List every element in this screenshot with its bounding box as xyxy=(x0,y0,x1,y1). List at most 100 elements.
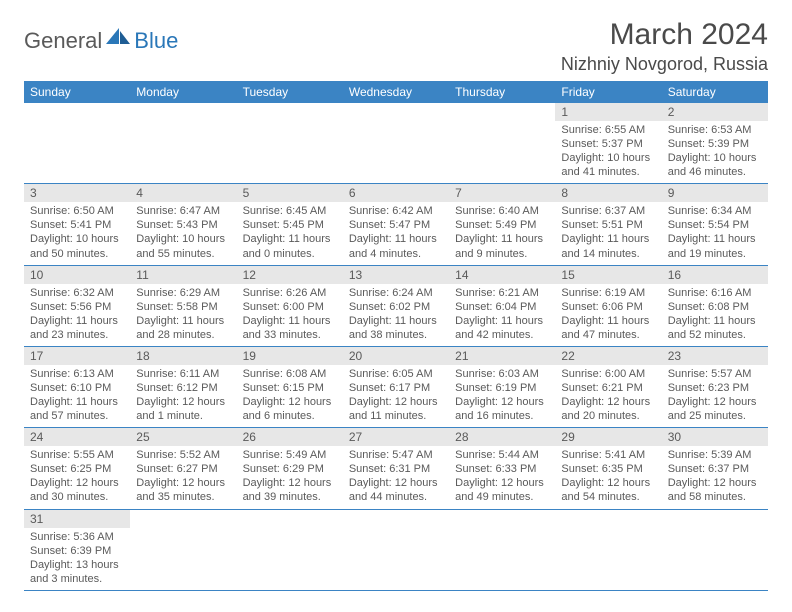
logo: General Blue xyxy=(24,26,178,55)
calendar-cell: 28Sunrise: 5:44 AMSunset: 6:33 PMDayligh… xyxy=(449,428,555,508)
detail-line: Daylight: 11 hours xyxy=(455,314,549,328)
detail-line: Sunrise: 6:45 AM xyxy=(243,204,337,218)
calendar-cell: 7Sunrise: 6:40 AMSunset: 5:49 PMDaylight… xyxy=(449,184,555,264)
detail-line: Sunrise: 6:42 AM xyxy=(349,204,443,218)
calendar-cell xyxy=(130,510,236,590)
calendar-cell xyxy=(449,103,555,183)
detail-line: and 25 minutes. xyxy=(668,409,762,423)
detail-line: Sunrise: 6:47 AM xyxy=(136,204,230,218)
detail-line: Sunrise: 5:47 AM xyxy=(349,448,443,462)
calendar-cell: 22Sunrise: 6:00 AMSunset: 6:21 PMDayligh… xyxy=(555,347,661,427)
day-details: Sunrise: 6:47 AMSunset: 5:43 PMDaylight:… xyxy=(130,202,236,264)
day-details: Sunrise: 6:19 AMSunset: 6:06 PMDaylight:… xyxy=(555,284,661,346)
detail-line: and 9 minutes. xyxy=(455,247,549,261)
page-title: March 2024 xyxy=(561,18,768,52)
day-number: 10 xyxy=(24,266,130,284)
day-number: 22 xyxy=(555,347,661,365)
calendar-cell: 11Sunrise: 6:29 AMSunset: 5:58 PMDayligh… xyxy=(130,266,236,346)
day-details: Sunrise: 6:08 AMSunset: 6:15 PMDaylight:… xyxy=(237,365,343,427)
detail-line: Daylight: 11 hours xyxy=(136,314,230,328)
day-details: Sunrise: 6:29 AMSunset: 5:58 PMDaylight:… xyxy=(130,284,236,346)
detail-line: Daylight: 12 hours xyxy=(243,395,337,409)
detail-line: Sunset: 5:47 PM xyxy=(349,218,443,232)
detail-line: Sunset: 6:31 PM xyxy=(349,462,443,476)
day-details: Sunrise: 6:03 AMSunset: 6:19 PMDaylight:… xyxy=(449,365,555,427)
day-header: Friday xyxy=(555,81,661,103)
calendar-cell: 16Sunrise: 6:16 AMSunset: 6:08 PMDayligh… xyxy=(662,266,768,346)
calendar-week: 17Sunrise: 6:13 AMSunset: 6:10 PMDayligh… xyxy=(24,347,768,428)
detail-line: and 54 minutes. xyxy=(561,490,655,504)
logo-sail-icon xyxy=(106,26,132,51)
calendar-cell: 19Sunrise: 6:08 AMSunset: 6:15 PMDayligh… xyxy=(237,347,343,427)
calendar-cell: 4Sunrise: 6:47 AMSunset: 5:43 PMDaylight… xyxy=(130,184,236,264)
day-details: Sunrise: 5:52 AMSunset: 6:27 PMDaylight:… xyxy=(130,446,236,508)
detail-line: Daylight: 10 hours xyxy=(136,232,230,246)
detail-line: Sunrise: 6:32 AM xyxy=(30,286,124,300)
detail-line: and 1 minute. xyxy=(136,409,230,423)
day-number: 2 xyxy=(662,103,768,121)
calendar-cell: 14Sunrise: 6:21 AMSunset: 6:04 PMDayligh… xyxy=(449,266,555,346)
detail-line: Sunrise: 6:21 AM xyxy=(455,286,549,300)
day-number: 5 xyxy=(237,184,343,202)
day-number: 11 xyxy=(130,266,236,284)
day-header: Wednesday xyxy=(343,81,449,103)
detail-line: and 4 minutes. xyxy=(349,247,443,261)
day-number: 6 xyxy=(343,184,449,202)
day-details: Sunrise: 6:26 AMSunset: 6:00 PMDaylight:… xyxy=(237,284,343,346)
day-header: Monday xyxy=(130,81,236,103)
day-details: Sunrise: 5:49 AMSunset: 6:29 PMDaylight:… xyxy=(237,446,343,508)
day-details: Sunrise: 6:32 AMSunset: 5:56 PMDaylight:… xyxy=(24,284,130,346)
detail-line: Sunrise: 6:24 AM xyxy=(349,286,443,300)
day-header: Thursday xyxy=(449,81,555,103)
calendar-cell: 15Sunrise: 6:19 AMSunset: 6:06 PMDayligh… xyxy=(555,266,661,346)
detail-line: Sunrise: 5:44 AM xyxy=(455,448,549,462)
detail-line: and 0 minutes. xyxy=(243,247,337,261)
calendar: SundayMondayTuesdayWednesdayThursdayFrid… xyxy=(24,81,768,591)
detail-line: Sunset: 6:17 PM xyxy=(349,381,443,395)
day-number: 26 xyxy=(237,428,343,446)
day-details: Sunrise: 6:24 AMSunset: 6:02 PMDaylight:… xyxy=(343,284,449,346)
day-number: 27 xyxy=(343,428,449,446)
calendar-week: 1Sunrise: 6:55 AMSunset: 5:37 PMDaylight… xyxy=(24,103,768,184)
calendar-cell: 10Sunrise: 6:32 AMSunset: 5:56 PMDayligh… xyxy=(24,266,130,346)
calendar-cell: 23Sunrise: 5:57 AMSunset: 6:23 PMDayligh… xyxy=(662,347,768,427)
day-details: Sunrise: 5:44 AMSunset: 6:33 PMDaylight:… xyxy=(449,446,555,508)
detail-line: Daylight: 11 hours xyxy=(349,232,443,246)
detail-line: Sunrise: 6:16 AM xyxy=(668,286,762,300)
detail-line: Sunset: 6:37 PM xyxy=(668,462,762,476)
day-details: Sunrise: 6:53 AMSunset: 5:39 PMDaylight:… xyxy=(662,121,768,183)
detail-line: Sunset: 5:43 PM xyxy=(136,218,230,232)
detail-line: and 49 minutes. xyxy=(455,490,549,504)
day-number: 12 xyxy=(237,266,343,284)
day-number: 23 xyxy=(662,347,768,365)
calendar-cell: 8Sunrise: 6:37 AMSunset: 5:51 PMDaylight… xyxy=(555,184,661,264)
day-number: 17 xyxy=(24,347,130,365)
detail-line: Daylight: 12 hours xyxy=(136,395,230,409)
detail-line: and 39 minutes. xyxy=(243,490,337,504)
detail-line: Sunset: 5:51 PM xyxy=(561,218,655,232)
detail-line: Sunset: 6:00 PM xyxy=(243,300,337,314)
day-number: 21 xyxy=(449,347,555,365)
day-details: Sunrise: 6:13 AMSunset: 6:10 PMDaylight:… xyxy=(24,365,130,427)
detail-line: and 14 minutes. xyxy=(561,247,655,261)
day-header: Saturday xyxy=(662,81,768,103)
calendar-cell: 21Sunrise: 6:03 AMSunset: 6:19 PMDayligh… xyxy=(449,347,555,427)
detail-line: Sunset: 6:19 PM xyxy=(455,381,549,395)
detail-line: Daylight: 12 hours xyxy=(668,476,762,490)
day-number: 4 xyxy=(130,184,236,202)
detail-line: Sunset: 6:27 PM xyxy=(136,462,230,476)
detail-line: and 23 minutes. xyxy=(30,328,124,342)
calendar-week: 10Sunrise: 6:32 AMSunset: 5:56 PMDayligh… xyxy=(24,266,768,347)
title-block: March 2024 Nizhniy Novgorod, Russia xyxy=(561,18,768,75)
detail-line: Daylight: 11 hours xyxy=(30,314,124,328)
detail-line: Daylight: 12 hours xyxy=(30,476,124,490)
calendar-cell xyxy=(449,510,555,590)
detail-line: Sunrise: 6:34 AM xyxy=(668,204,762,218)
calendar-week: 24Sunrise: 5:55 AMSunset: 6:25 PMDayligh… xyxy=(24,428,768,509)
calendar-cell: 9Sunrise: 6:34 AMSunset: 5:54 PMDaylight… xyxy=(662,184,768,264)
day-number: 16 xyxy=(662,266,768,284)
day-number: 14 xyxy=(449,266,555,284)
detail-line: Daylight: 12 hours xyxy=(455,395,549,409)
detail-line: Sunrise: 5:57 AM xyxy=(668,367,762,381)
detail-line: Sunrise: 6:11 AM xyxy=(136,367,230,381)
